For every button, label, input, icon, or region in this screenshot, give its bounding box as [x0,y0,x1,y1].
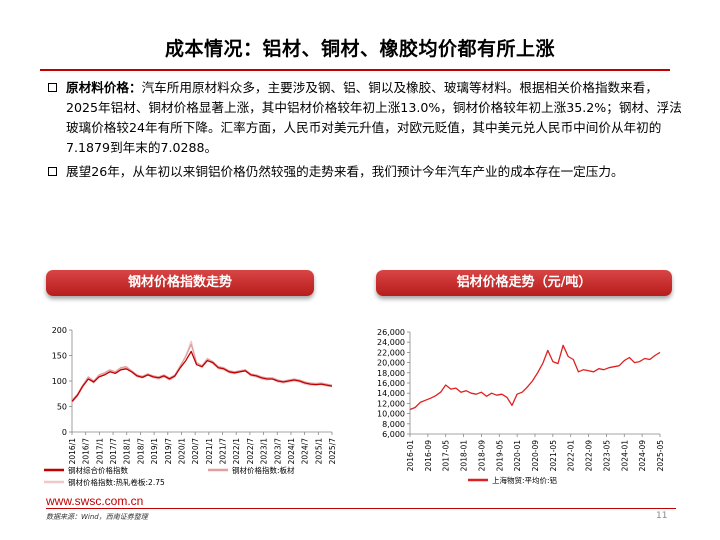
x-tick-label: 2021/1 [205,438,214,465]
bullet-text: 展望26年，从年初以来铜铝价格仍然较强的走势来看，我们预计今年汽车产业的成本存在… [66,164,624,179]
x-tick-label: 2020/1 [177,438,186,465]
series-line [71,350,333,402]
legend-label: 上海物贸:平均价:铝 [492,475,557,485]
x-tick-label: 2018-09 [477,440,486,472]
x-tick-label: 2016-09 [424,440,433,472]
y-tick-label: 18,000 [377,369,405,378]
bullet-text: 汽车所用原材料众多，主要涉及钢、铝、铜以及橡胶、玻璃等材料。根据相关价格指数来看… [66,80,682,155]
checkbox-bullet-icon [48,167,57,176]
x-tick-label: 2021/7 [219,438,228,465]
series-line [409,344,661,411]
x-tick-label: 2022-09 [585,440,594,472]
checkbox-bullet-icon [48,83,57,92]
series-line [71,343,333,401]
page-title: 成本情况：铝材、铜材、橡胶均价都有所上涨 [164,38,555,60]
y-tick-label: 50 [57,403,67,412]
steel-chart-title-pill: 钢材价格指数走势 [46,270,314,296]
x-tick-label: 2017-05 [442,440,451,472]
page-number: 11 [656,511,668,521]
y-tick-label: 150 [52,352,67,361]
y-tick-label: 20,000 [377,359,405,368]
y-tick-label: 12,000 [377,399,405,408]
x-tick-label: 2022/7 [246,438,255,465]
x-tick-label: 2020-09 [531,440,540,472]
legend-label: 钢材综合价格指数 [68,465,128,475]
y-tick-label: 14,000 [377,389,405,398]
x-tick-label: 2020-01 [513,440,522,472]
x-tick-label: 2025/7 [328,438,337,465]
x-tick-label: 2020/7 [191,438,200,465]
steel-chart-panel: 0 50 100 150 200 2016/1 2016/7 2017/1 2017/7 2018… [40,310,340,500]
y-tick-label: 16,000 [377,379,405,388]
y-tick-label: 24,000 [377,338,405,347]
x-tick-label: 2016-01 [406,440,415,472]
x-tick-label: 2023/7 [273,438,282,465]
x-tick-label: 2017/7 [109,438,118,465]
x-tick-label: 2018-01 [460,440,469,472]
x-tick-label: 2024/7 [301,438,310,465]
aluminum-chart-panel: 6,000 8,000 10,000 12,000 14,000 16,000 18,000… [370,310,680,500]
x-tick-label: 2024/1 [287,438,296,465]
x-tick-label: 2016/1 [68,438,77,465]
y-tick-label: 6,000 [382,430,405,439]
x-tick-label: 2019/1 [150,438,159,465]
y-tick-label: 0 [62,428,67,437]
bullet-item-1: 原材料价格：汽车所用原材料众多，主要涉及钢、铝、铜以及橡胶、玻璃等材料。根据相关… [46,78,686,158]
x-tick-label: 2016/7 [82,438,91,465]
aluminum-chart-title-pill: 铝材价格走势（元/吨） [376,270,672,296]
y-tick-label: 26,000 [377,328,405,337]
y-tick-label: 10,000 [377,410,405,419]
x-tick-label: 2017/1 [95,438,104,465]
y-tick-label: 22,000 [377,348,405,357]
x-tick-label: 2025-05 [656,440,665,472]
footer-url[interactable]: www.swsc.com.cn [46,494,144,508]
footer-divider [46,508,676,509]
bullet-item-2: 展望26年，从年初以来铜铝价格仍然较强的走势来看，我们预计今年汽车产业的成本存在… [46,162,686,182]
title-divider [40,69,670,71]
x-tick-label: 2022/1 [232,438,241,465]
bullet-lead: 原材料价格： [66,80,142,95]
bullet-list: 原材料价格：汽车所用原材料众多，主要涉及钢、铝、铜以及橡胶、玻璃等材料。根据相关… [46,78,686,182]
x-tick-label: 2023-05 [602,440,611,472]
y-tick-label: 200 [52,326,67,335]
x-tick-label: 2023/1 [260,438,269,465]
x-tick-label: 2021-05 [549,440,558,472]
x-tick-label: 2019-05 [495,440,504,472]
steel-price-index-chart: 0 50 100 150 200 2016/1 2016/7 2017/1 2017/7 2018… [44,326,337,487]
legend-label: 钢材价格指数:板材 [232,465,295,475]
x-tick-label: 2022-01 [567,440,576,472]
legend-label: 钢材价格指数:热轧卷板:2.75 [68,477,165,487]
x-tick-label: 2024-01 [620,440,629,472]
data-source-note: 数据来源：Wind，西南证券整理 [46,513,148,521]
x-tick-label: 2019/7 [164,438,173,465]
y-tick-label: 100 [52,377,67,386]
x-tick-label: 2025/1 [314,438,323,465]
x-tick-label: 2018/1 [123,438,132,465]
x-tick-label: 2018/7 [136,438,145,465]
x-tick-label: 2024-09 [638,440,647,472]
y-tick-label: 8,000 [382,420,405,429]
